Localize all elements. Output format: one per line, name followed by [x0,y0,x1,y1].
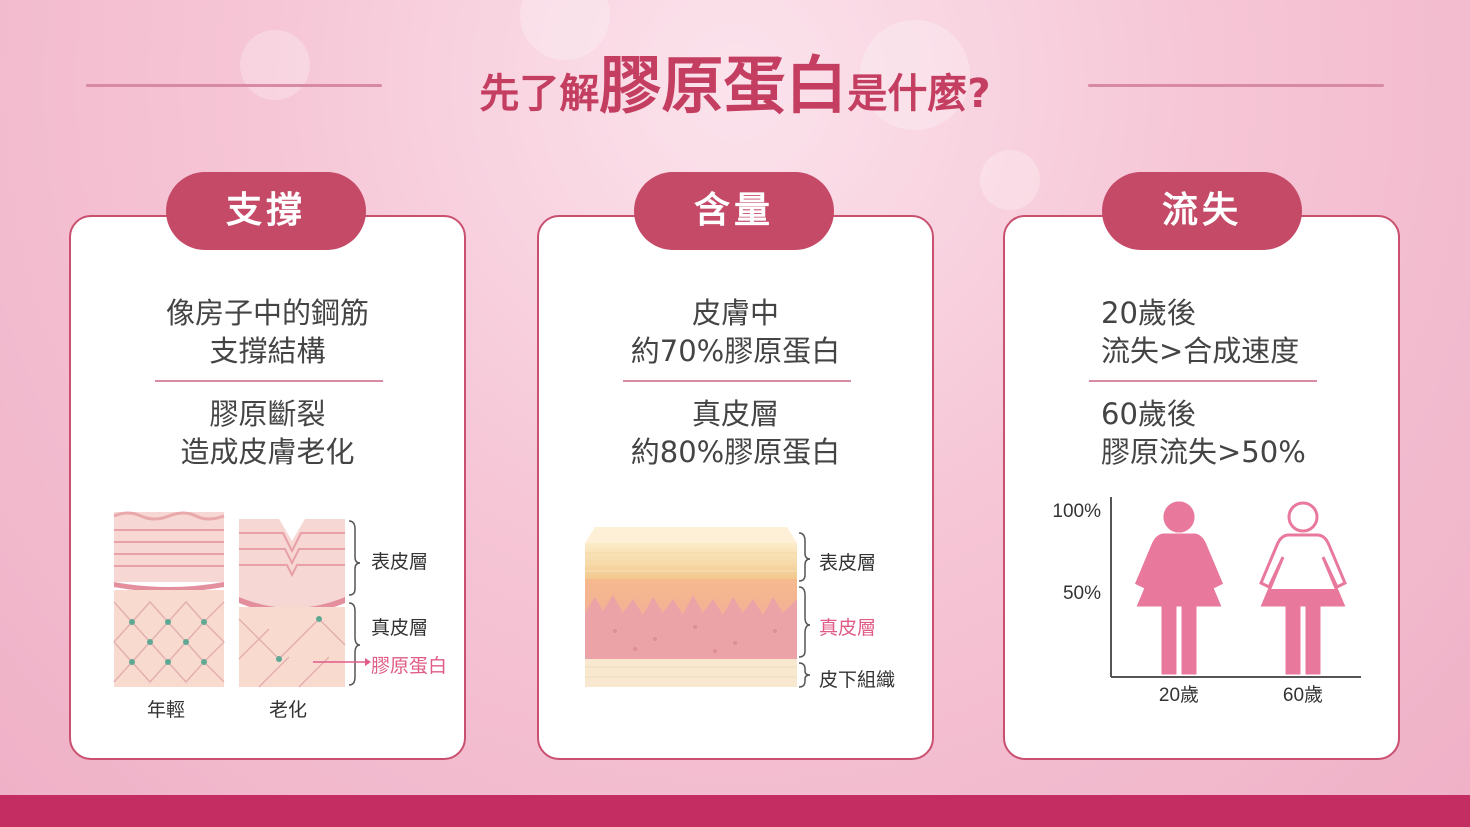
skin-young-illustration [113,511,225,687]
skin-layers-illustration [585,527,797,687]
bokeh-decoration [980,150,1040,210]
card-text-line: 造成皮膚老化 [180,435,355,469]
bokeh-decoration [860,20,970,130]
layer-brackets [348,520,361,686]
y-tick-label: 100% [1052,501,1101,522]
title-suffix: 是什麼? [847,71,991,117]
collagen-pointer [313,658,371,666]
bar-person-age-20 [1135,501,1223,675]
page-title: 先了解膠原蛋白是什麼? [0,48,1470,132]
card-divider [623,380,851,382]
card-text-line: 20歲後 [1101,296,1196,330]
bar-person-age-60 [1259,501,1347,675]
layer-brackets [798,532,811,688]
title-row: 先了解膠原蛋白是什麼? [0,48,1470,124]
card-text-line: 約70%膠原蛋白 [630,334,841,368]
card-text-line: 膠原流失>50% [1101,435,1306,469]
card-text-line: 60歲後 [1101,397,1196,431]
badge-content: 含量 [634,172,834,250]
card-loss: 20歲後 流失>合成速度 60歲後 膠原流失>50% 100% 50% 20歲 … [1003,215,1400,760]
card-text-line: 皮膚中 [691,296,779,330]
title-divider-left [86,84,382,87]
label-collagen: 膠原蛋白 [371,655,448,677]
card-text-line: 流失>合成速度 [1101,334,1300,368]
x-tick-label: 20歲 [1159,684,1199,706]
card-divider [1089,380,1317,382]
skin-aged-illustration [238,519,346,688]
card-divider [155,380,383,382]
collagen-loss-chart: 100% 50% 20歲 60歲 [1052,497,1361,706]
card-text-line: 約80%膠原蛋白 [630,435,841,469]
card-text-line: 真皮層 [691,397,779,431]
card-support: 像房子中的鋼筋 支撐結構 膠原斷裂 造成皮膚老化 [69,215,466,760]
label-epidermis: 表皮層 [371,551,429,573]
title-prefix: 先了解 [479,71,600,117]
title-highlight: 膠原蛋白 [599,49,848,122]
card-content: 皮膚中 約70%膠原蛋白 真皮層 約80%膠原蛋白 表皮層 真皮層 皮下組織 [537,215,934,760]
card-text-line: 支撐結構 [209,334,326,368]
caption-aged: 老化 [269,699,308,721]
caption-young: 年輕 [147,699,186,721]
bokeh-decoration [240,30,310,100]
label-epidermis: 表皮層 [819,552,877,574]
badge-support: 支撐 [166,172,366,250]
label-subcutaneous: 皮下組織 [819,669,896,691]
x-tick-label: 60歲 [1283,684,1323,706]
bottom-bar [0,795,1470,827]
title-divider-right [1088,84,1384,87]
badge-loss: 流失 [1102,172,1302,250]
y-tick-label: 50% [1063,583,1101,604]
card-text-line: 膠原斷裂 [209,397,326,431]
card-text-line: 像房子中的鋼筋 [165,296,369,330]
label-dermis: 真皮層 [371,617,429,639]
label-dermis: 真皮層 [819,617,877,639]
